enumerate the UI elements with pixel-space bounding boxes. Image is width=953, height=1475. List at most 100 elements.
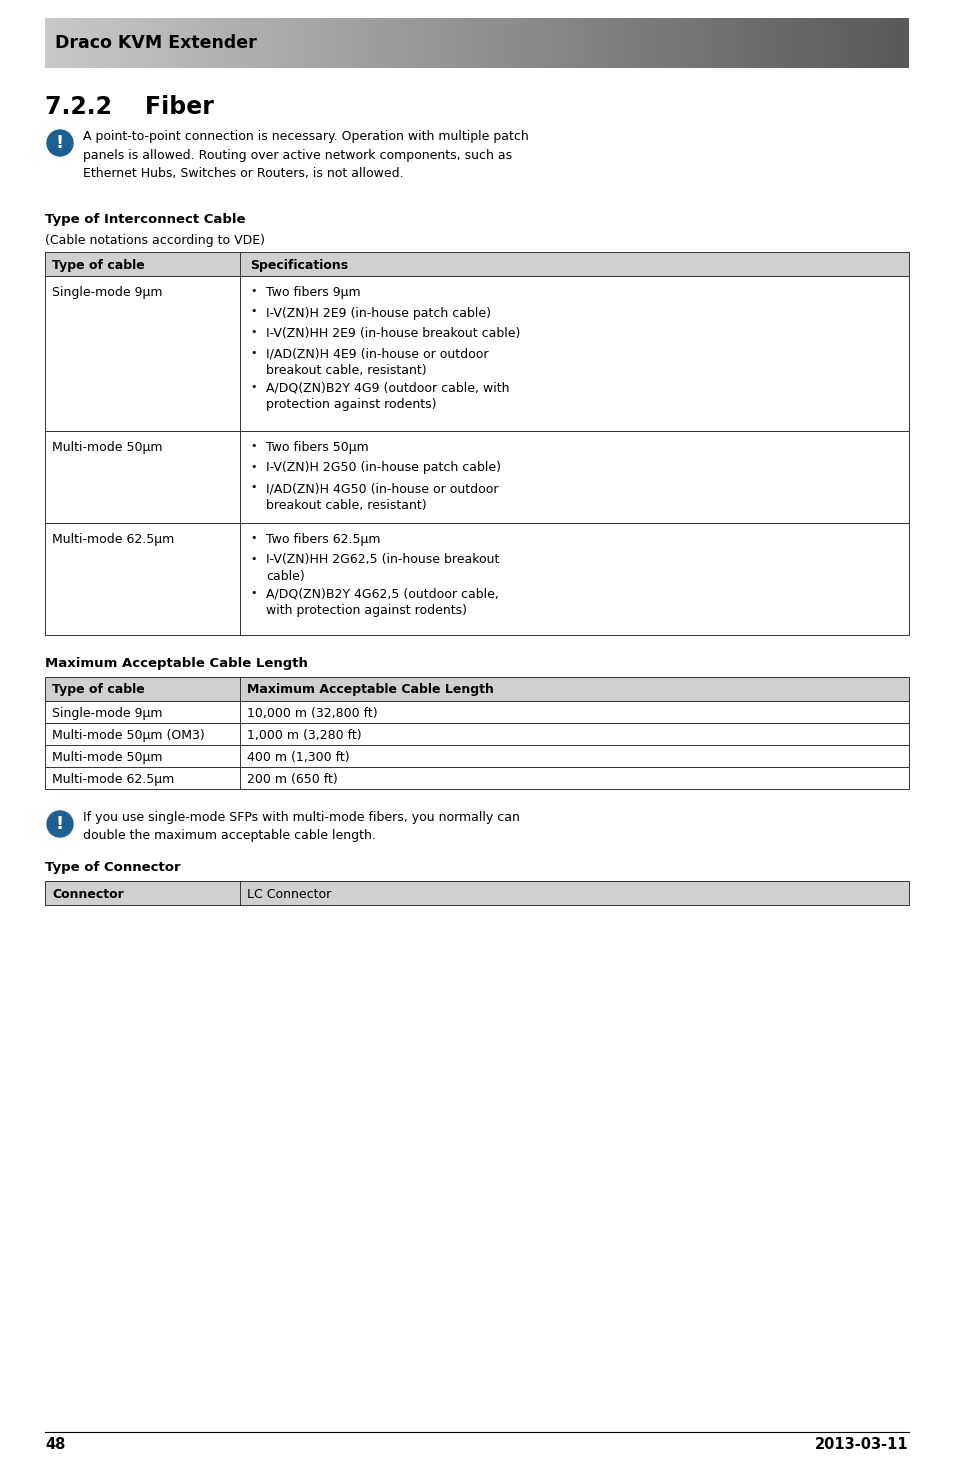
Bar <box>629 18 633 68</box>
Bar <box>45 701 908 723</box>
Text: •: • <box>251 553 257 563</box>
Bar <box>606 18 609 68</box>
Text: A/DQ(ZN)B2Y 4G9 (outdoor cable, with
protection against rodents): A/DQ(ZN)B2Y 4G9 (outdoor cable, with pro… <box>266 382 509 412</box>
Bar <box>551 18 555 68</box>
Bar <box>839 18 842 68</box>
Bar <box>736 18 739 68</box>
Bar <box>237 18 241 68</box>
Bar <box>100 18 103 68</box>
Bar <box>45 881 908 906</box>
Bar <box>180 18 184 68</box>
Bar <box>666 18 670 68</box>
Bar <box>635 18 639 68</box>
Bar <box>384 18 388 68</box>
Bar <box>166 18 170 68</box>
Bar <box>589 18 592 68</box>
Bar <box>618 18 620 68</box>
Text: 48: 48 <box>45 1437 66 1451</box>
Bar <box>759 18 761 68</box>
Bar <box>321 18 325 68</box>
Bar <box>375 18 379 68</box>
Bar <box>402 18 405 68</box>
Text: •: • <box>251 348 257 357</box>
Text: A point-to-point connection is necessary. Operation with multiple patch
panels i: A point-to-point connection is necessary… <box>83 130 528 180</box>
Bar <box>434 18 436 68</box>
Bar <box>223 18 227 68</box>
Bar <box>48 18 51 68</box>
Text: Multi-mode 62.5μm: Multi-mode 62.5μm <box>52 773 174 786</box>
Bar <box>381 18 385 68</box>
Bar <box>555 18 558 68</box>
Bar <box>643 18 647 68</box>
Bar <box>106 18 109 68</box>
Text: •: • <box>251 307 257 317</box>
Bar <box>258 18 261 68</box>
Text: Specifications: Specifications <box>250 258 348 271</box>
Bar <box>856 18 860 68</box>
Bar <box>569 18 572 68</box>
Bar <box>655 18 659 68</box>
Bar <box>273 18 275 68</box>
Bar <box>877 18 880 68</box>
Bar <box>897 18 900 68</box>
Bar <box>439 18 442 68</box>
Bar <box>862 18 865 68</box>
Bar <box>707 18 710 68</box>
Text: 400 m (1,300 ft): 400 m (1,300 ft) <box>247 751 349 764</box>
Bar <box>137 18 140 68</box>
Bar <box>448 18 451 68</box>
Bar <box>801 18 805 68</box>
Bar <box>324 18 328 68</box>
Bar <box>537 18 540 68</box>
Bar <box>539 18 543 68</box>
Text: 7.2.2    Fiber: 7.2.2 Fiber <box>45 94 213 119</box>
Bar <box>459 18 462 68</box>
Bar <box>172 18 175 68</box>
Bar <box>45 276 908 431</box>
Bar <box>45 723 908 745</box>
Bar <box>197 18 201 68</box>
Bar <box>194 18 198 68</box>
Bar <box>65 18 69 68</box>
Bar <box>373 18 376 68</box>
Text: !: ! <box>56 816 64 833</box>
Bar <box>56 18 60 68</box>
Bar <box>408 18 411 68</box>
Text: •: • <box>251 587 257 597</box>
Bar <box>264 18 267 68</box>
Bar <box>253 18 255 68</box>
Bar <box>177 18 181 68</box>
Bar <box>313 18 315 68</box>
Bar <box>519 18 523 68</box>
Bar <box>528 18 532 68</box>
Bar <box>53 18 57 68</box>
Bar <box>476 18 480 68</box>
Bar <box>784 18 788 68</box>
Bar <box>882 18 885 68</box>
Bar <box>428 18 431 68</box>
Bar <box>675 18 679 68</box>
Bar <box>810 18 814 68</box>
Bar <box>287 18 290 68</box>
Bar <box>750 18 753 68</box>
Text: 10,000 m (32,800 ft): 10,000 m (32,800 ft) <box>247 707 377 720</box>
Bar <box>226 18 230 68</box>
Bar <box>560 18 563 68</box>
Bar <box>301 18 304 68</box>
Bar <box>68 18 71 68</box>
Bar <box>868 18 871 68</box>
Bar <box>200 18 204 68</box>
Bar <box>117 18 120 68</box>
Bar <box>442 18 445 68</box>
Bar <box>290 18 293 68</box>
Bar <box>143 18 146 68</box>
Text: Single-mode 9μm: Single-mode 9μm <box>52 707 162 720</box>
Bar <box>347 18 351 68</box>
Text: 2013-03-11: 2013-03-11 <box>815 1437 908 1451</box>
Bar <box>59 18 63 68</box>
Bar <box>246 18 250 68</box>
Bar <box>649 18 653 68</box>
Bar <box>491 18 495 68</box>
Bar <box>652 18 656 68</box>
Bar <box>844 18 848 68</box>
